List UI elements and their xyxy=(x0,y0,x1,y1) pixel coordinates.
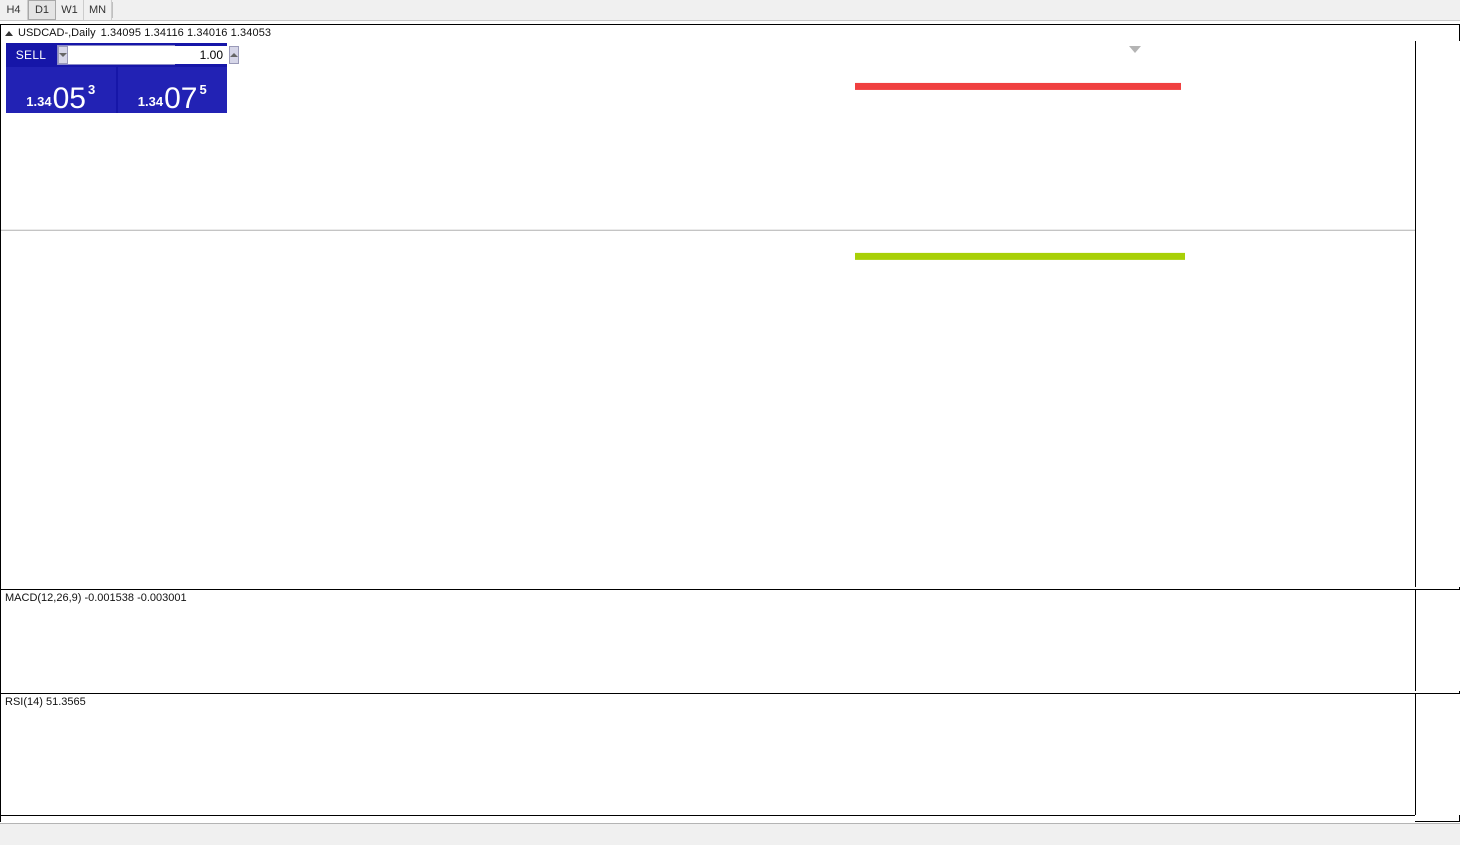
oct-controls-row: SELL BUY xyxy=(6,43,239,67)
oct-price-row: 1.34 05 3 1.34 07 5 xyxy=(6,67,227,115)
macd-label: MACD(12,26,9) -0.001538 -0.003001 xyxy=(5,592,187,604)
price-pane[interactable] xyxy=(1,41,1415,587)
timeframe-d1[interactable]: D1 xyxy=(28,0,56,20)
timeframe-toolbar: H4 D1 W1 MN xyxy=(0,0,1460,21)
sell-price-prefix: 1.34 xyxy=(26,94,52,109)
chevron-down-icon xyxy=(59,53,67,57)
volume-decrease-button[interactable] xyxy=(58,46,68,64)
timeframe-mn[interactable]: MN xyxy=(84,0,112,20)
macd-scale xyxy=(1415,589,1460,691)
price-chart-svg xyxy=(1,82,1415,260)
resistance-line xyxy=(855,82,1181,90)
sell-price-pips: 05 xyxy=(52,82,86,115)
collapse-triangle-icon[interactable] xyxy=(5,30,13,36)
ohlc-values: 1.34095 1.34116 1.34016 1.34053 xyxy=(100,27,272,39)
support-line xyxy=(855,252,1185,260)
macd-chart-svg xyxy=(1,590,1415,691)
timeframe-h4[interactable]: H4 xyxy=(0,0,28,20)
chevron-up-icon xyxy=(230,53,238,57)
volume-input[interactable] xyxy=(68,46,229,64)
rsi-pane[interactable]: RSI(14) 51.3565 xyxy=(1,693,1415,815)
macd-pane[interactable]: MACD(12,26,9) -0.001538 -0.003001 xyxy=(1,589,1415,691)
chart-window: USDCAD-,Daily 1.34095 1.34116 1.34016 1.… xyxy=(0,24,1460,837)
symbol-header: USDCAD-,Daily 1.34095 1.34116 1.34016 1.… xyxy=(1,25,271,41)
rsi-scale xyxy=(1415,693,1460,815)
sell-price-fraction: 3 xyxy=(87,82,96,97)
scroll-position-marker-icon[interactable] xyxy=(1129,46,1141,53)
buy-price-pips: 07 xyxy=(164,82,198,115)
rsi-label: RSI(14) 51.3565 xyxy=(5,696,86,708)
buy-price-prefix: 1.34 xyxy=(137,94,164,109)
one-click-trading-panel: SELL BUY 1.34 05 3 1.34 07 5 xyxy=(6,43,239,115)
volume-stepper[interactable] xyxy=(57,45,239,65)
volume-increase-button[interactable] xyxy=(229,46,239,64)
sell-button[interactable]: SELL xyxy=(15,48,47,62)
buy-price-button[interactable]: 1.34 07 5 xyxy=(117,67,227,115)
rsi-chart-svg xyxy=(1,694,1415,815)
symbol-name: USDCAD-,Daily xyxy=(18,27,96,39)
sell-price-button[interactable]: 1.34 05 3 xyxy=(6,67,116,115)
timeframe-w1[interactable]: W1 xyxy=(56,0,84,20)
buy-price-fraction: 5 xyxy=(199,82,207,97)
price-scale[interactable] xyxy=(1415,41,1460,587)
toolbar-divider xyxy=(112,2,113,18)
chart-tabs-bar xyxy=(0,823,1460,845)
